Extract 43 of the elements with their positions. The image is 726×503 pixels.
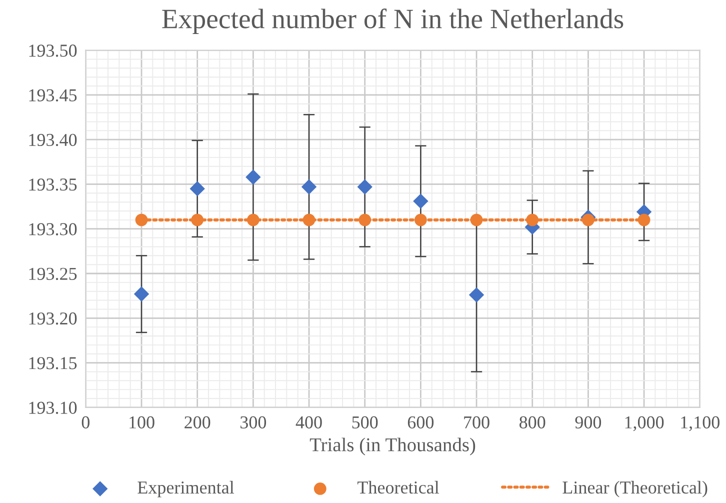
point [134,286,150,302]
x-tick-label: 200 [184,416,210,428]
x-tick-label: 100 [130,416,154,428]
x-axis-title: Trials (in Thousands) [310,438,476,456]
point [190,181,205,196]
point [638,214,650,226]
point [526,214,539,226]
y-tick-label: 193.15 [29,357,77,370]
y-tick-label: 193.40 [29,134,77,146]
legend-label: Linear (Theoretical) [562,480,708,498]
y-tick-label: 193.30 [29,223,77,236]
y-tick-label: 193.25 [29,268,77,280]
point [413,194,428,209]
y-tick-label: 193.20 [29,312,77,325]
point [246,214,260,226]
x-tick-label: 400 [296,416,322,428]
point [301,179,317,195]
y-tick-label: 193.10 [29,402,77,414]
y-tick-label: 193.45 [29,89,77,102]
legend-label: Theoretical [357,480,439,494]
x-tick-label: 1,000 [625,416,664,432]
point [302,214,316,226]
x-tick-label: 800 [520,416,546,428]
point [414,214,427,226]
x-tick-label: 500 [352,416,378,428]
x-tick-label: 600 [408,416,434,428]
x-tick-label: 1,100 [681,416,720,432]
point [246,169,261,185]
point [582,214,594,226]
y-tick-label: 193.35 [29,178,77,191]
y-tick-label: 193.50 [29,44,77,57]
legend-label: Experimental [138,480,234,498]
point [468,287,484,303]
x-tick-label: 900 [575,416,602,428]
chart-title: Expected number of N in the Netherlands [162,8,624,34]
point [357,179,372,195]
x-tick-label: 300 [240,416,266,428]
x-tick-label: 0 [82,416,90,428]
point [470,214,483,226]
point [191,214,204,226]
point [358,214,372,226]
point [135,214,148,226]
x-tick-label: 700 [464,416,490,428]
